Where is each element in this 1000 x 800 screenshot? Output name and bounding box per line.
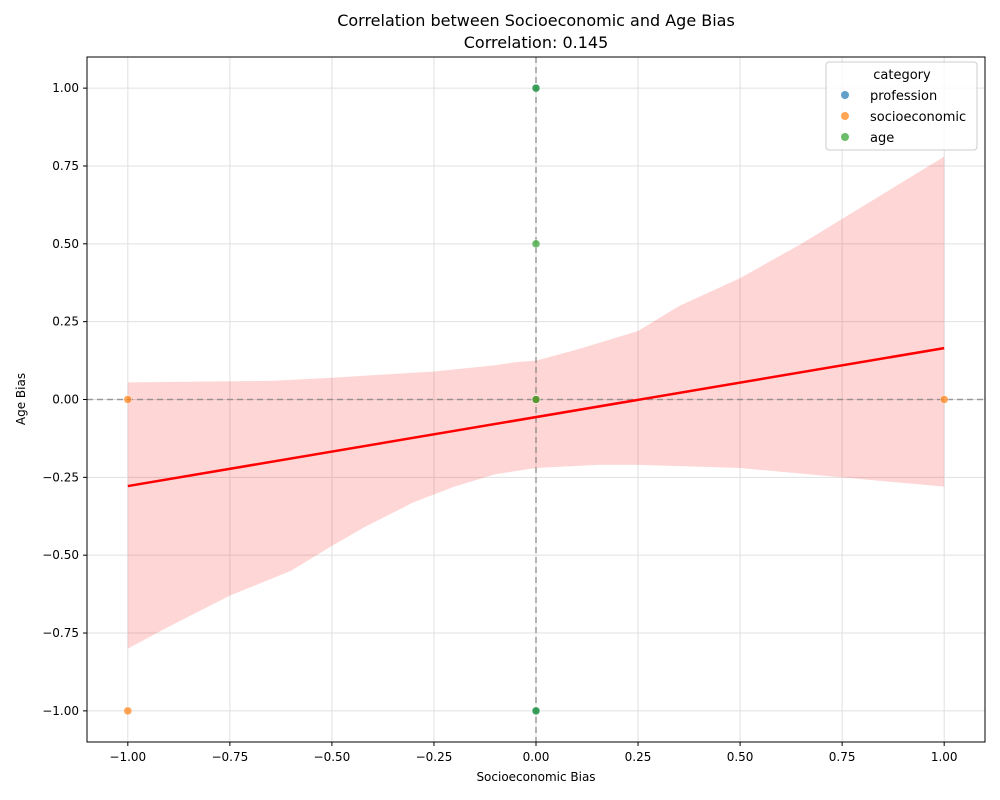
x-tick-label: 0.25 [625, 750, 652, 764]
legend-marker-profession [841, 91, 849, 99]
legend-box [825, 61, 978, 151]
legend-label-age: age [870, 131, 894, 146]
point-age [531, 83, 541, 93]
x-axis-label: Socioeconomic Bias [476, 770, 595, 784]
point-age [531, 239, 541, 249]
point-socioeconomic [939, 395, 949, 404]
x-tick-label: −0.75 [211, 750, 248, 764]
data-points [123, 83, 949, 716]
point-socioeconomic [123, 706, 133, 716]
point-age [531, 706, 541, 716]
regression-line-group [127, 346, 945, 488]
x-tick-label: 0.00 [523, 750, 550, 764]
chart-subtitle: Correlation: 0.145 [464, 33, 609, 52]
x-tick-label: −1.00 [109, 750, 146, 764]
x-tick-label: 1.00 [931, 750, 958, 764]
chart-title: Correlation between Socioeconomic and Ag… [337, 11, 735, 30]
regression-line [127, 346, 945, 488]
legend-label-socioeconomic: socioeconomic [870, 110, 966, 125]
y-tick-label: 0.50 [52, 237, 79, 251]
y-tick-label: 0.75 [52, 159, 79, 173]
y-tick-label: 1.00 [52, 81, 79, 95]
x-tick-label: 0.75 [829, 750, 856, 764]
x-tick-label: 0.50 [727, 750, 754, 764]
point-socioeconomic [123, 395, 133, 404]
y-tick-label: −0.75 [42, 626, 79, 640]
y-tick-label: 0.25 [52, 315, 79, 329]
y-axis-ticks: −1.00 −0.75 −0.50 −0.25 0.00 0.25 0.50 0.75 1.00 [42, 81, 87, 718]
legend-marker-age [841, 133, 849, 141]
y-tick-label: 0.00 [52, 393, 79, 407]
legend-items: profession socioeconomic age [841, 89, 966, 146]
y-tick-label: −0.50 [42, 548, 79, 562]
legend-label-profession: profession [870, 89, 937, 104]
legend-marker-socioeconomic [841, 112, 849, 120]
x-tick-label: −0.50 [314, 750, 351, 764]
x-tick-label: −0.25 [416, 750, 453, 764]
y-tick-label: −1.00 [42, 704, 79, 718]
x-axis-ticks: −1.00 −0.75 −0.50 −0.25 0.00 0.25 0.50 0.75 1.00 [109, 742, 958, 764]
point-age [531, 395, 541, 404]
legend-title: category [873, 68, 931, 83]
y-tick-label: −0.25 [42, 470, 79, 484]
legend: category profession socioeconomic age [825, 61, 978, 151]
y-axis-label: Age Bias [14, 373, 28, 425]
